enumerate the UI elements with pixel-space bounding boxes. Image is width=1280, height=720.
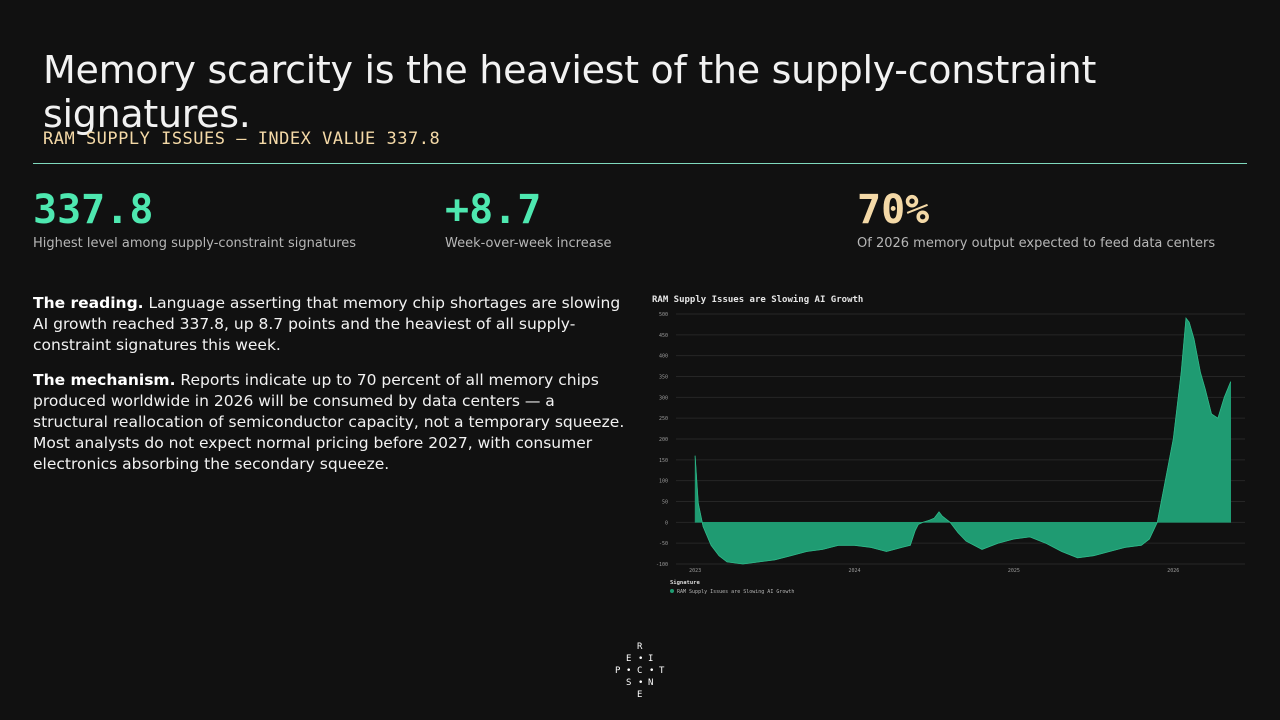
stat-label: Week-over-week increase <box>445 236 612 251</box>
y-tick-label: 300 <box>659 395 668 401</box>
y-tick-label: 400 <box>659 354 668 360</box>
reading-lead: The reading. <box>33 294 144 312</box>
y-tick-label: 100 <box>659 479 668 485</box>
logo-letter: S <box>626 678 632 688</box>
logo-dot: • <box>638 654 644 664</box>
legend-entry: RAM Supply Issues are Slowing AI Growth <box>677 589 794 595</box>
chart-svg: RAM Supply Issues are Slowing AI Growth -… <box>652 294 1245 595</box>
x-tick-label: 2026 <box>1167 568 1179 574</box>
y-tick-label: 50 <box>662 500 668 506</box>
mechanism-text: Reports indicate up to 70 percent of all… <box>33 371 625 473</box>
logo-letter: T <box>659 666 665 676</box>
series-line <box>694 317 1232 565</box>
mechanism-paragraph: The mechanism. Reports indicate up to 70… <box>33 370 633 475</box>
area-series <box>694 317 1231 565</box>
logo-letter: E <box>626 654 632 664</box>
mechanism-lead: The mechanism. <box>33 371 176 389</box>
logo-letter: N <box>648 678 654 688</box>
y-tick-label: 200 <box>659 437 668 443</box>
area-chart: RAM Supply Issues are Slowing AI Growth -… <box>648 290 1250 600</box>
index-kicker: RAM SUPPLY ISSUES — INDEX VALUE 337.8 <box>43 129 441 149</box>
logo-letter: I <box>648 654 654 664</box>
logo-letter: C <box>637 666 643 676</box>
reading-text: Language asserting that memory chip shor… <box>33 294 621 354</box>
y-tick-label: -100 <box>656 562 668 568</box>
y-tick-label: 500 <box>659 312 668 318</box>
y-tick-label: 0 <box>665 520 668 526</box>
stat-label: Highest level among supply-constraint si… <box>33 236 357 251</box>
brand-logo: R E • I P • C • T S • N E <box>612 642 668 702</box>
page-title: Memory scarcity is the heaviest of the s… <box>43 48 1097 136</box>
logo-dot: • <box>638 678 644 688</box>
stat-label: Of 2026 memory output expected to feed d… <box>857 236 1216 251</box>
x-tick-label: 2023 <box>689 568 701 574</box>
x-tick-label: 2025 <box>1008 568 1020 574</box>
logo-letter: R <box>637 642 643 652</box>
logo-dot: • <box>649 666 655 676</box>
stat-value: 337.8 <box>33 187 154 233</box>
stat-value: 70% <box>857 187 930 233</box>
stat-value: +8.7 <box>445 187 542 233</box>
stat-index-value: 337.8 Highest level among supply-constra… <box>33 188 356 251</box>
logo-letter: P <box>615 666 621 676</box>
stat-datacenter-share: 70% Of 2026 memory output expected to fe… <box>857 188 1215 251</box>
body-text: The reading. Language asserting that mem… <box>33 293 633 489</box>
y-tick-label: 350 <box>659 375 668 381</box>
legend-swatch <box>670 589 674 593</box>
y-tick-label: -50 <box>659 541 668 547</box>
y-tick-label: 450 <box>659 333 668 339</box>
x-tick-label: 2024 <box>848 568 860 574</box>
reading-paragraph: The reading. Language asserting that mem… <box>33 293 633 356</box>
stat-weekly-change: +8.7 Week-over-week increase <box>445 188 611 251</box>
legend-title: Signature <box>670 580 700 586</box>
y-tick-label: 150 <box>659 458 668 464</box>
chart-title: RAM Supply Issues are Slowing AI Growth <box>652 294 863 305</box>
logo-letter: E <box>637 690 643 700</box>
divider <box>33 163 1247 164</box>
logo-dot: • <box>626 666 632 676</box>
y-tick-label: 250 <box>659 416 668 422</box>
